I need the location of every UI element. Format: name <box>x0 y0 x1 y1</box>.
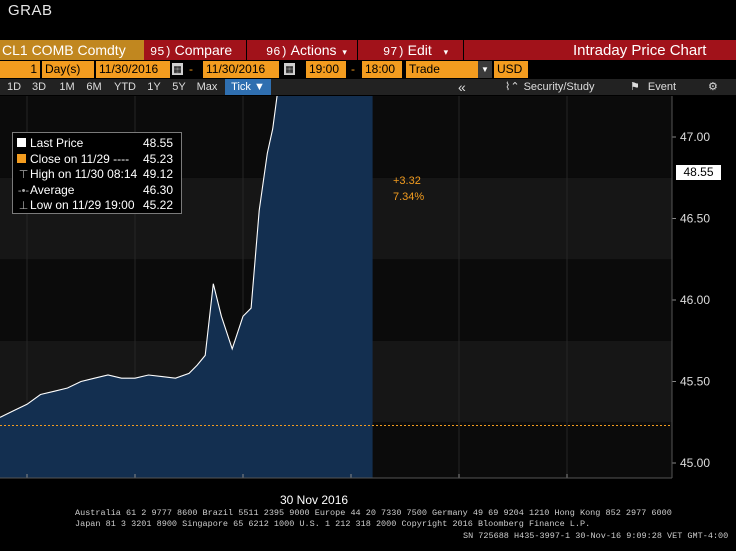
edit-button[interactable]: 97) Edit ▾ <box>383 40 448 60</box>
legend-row[interactable]: ⊤ High on 11/30 08:14 49.12 <box>17 166 179 182</box>
range-ytd[interactable]: YTD <box>114 81 136 93</box>
legend-value: 48.55 <box>142 136 173 150</box>
range-5y[interactable]: 5Y <box>172 81 186 93</box>
chart-type-title: Intraday Price Chart <box>573 42 707 59</box>
legend-label: Low on 11/29 19:00 <box>30 198 135 212</box>
legend-value: 46.30 <box>142 182 173 197</box>
event-label: Event <box>647 81 677 93</box>
study-icon: ⌇⌃ <box>505 81 520 93</box>
legend-label: Last Price <box>30 136 84 150</box>
toolbar-divider <box>357 40 358 60</box>
date-axis-label: 30 Nov 2016 <box>280 493 349 507</box>
date-range-dash: - <box>189 62 193 76</box>
legend-value: 49.12 <box>142 167 173 181</box>
footer-session-line: SN 725688 H435-3997-1 30-Nov-16 9:09:28 … <box>463 531 729 541</box>
end-time-input[interactable]: 18:00 <box>362 61 402 78</box>
actions-label: Actions <box>290 42 337 58</box>
actions-dropdown-icon: ▾ <box>342 47 347 57</box>
legend-value: 45.23 <box>142 151 173 166</box>
end-date-input[interactable]: 11/30/2016 <box>203 61 279 78</box>
window-title: GRAB <box>8 2 53 19</box>
legend-label: High on 11/30 08:14 <box>30 167 138 181</box>
change-percent: 7.34% <box>393 191 425 203</box>
range-6m[interactable]: 6M <box>86 81 102 93</box>
start-date-input[interactable]: 11/30/2016 <box>96 61 170 78</box>
high-marker-icon: ⊤ <box>18 169 29 181</box>
y-tick-label: 47.00 <box>680 130 710 144</box>
range-1y[interactable]: 1Y <box>147 81 161 93</box>
change-absolute: +3.32 <box>393 175 421 187</box>
period-unit-select[interactable]: Day(s) <box>42 61 94 78</box>
compare-number: 95) <box>150 45 172 59</box>
end-calendar-icon[interactable]: ▦ <box>284 63 295 75</box>
field-dropdown-icon[interactable]: ▼ <box>478 61 492 78</box>
range-1d[interactable]: 1D <box>6 81 22 93</box>
toolbar-divider <box>463 40 464 60</box>
legend-row[interactable]: -•-Average 46.30 <box>17 182 179 198</box>
time-range-dash: - <box>351 62 355 76</box>
y-axis: 45.0045.5046.0046.5047.0047.5048.0048.50… <box>671 96 710 478</box>
footer-contacts-line1: Australia 61 2 9777 8600 Brazil 5511 239… <box>75 508 672 518</box>
range-1m[interactable]: 1M <box>59 81 75 93</box>
price-line <box>0 96 278 418</box>
y-tick-label: 46.00 <box>680 293 710 307</box>
start-calendar-icon[interactable]: ▦ <box>172 63 183 75</box>
legend-row[interactable]: Close on 11/29 ---- 45.23 <box>17 151 179 167</box>
range-toolbar <box>0 79 736 95</box>
actions-number: 96) <box>266 45 288 59</box>
legend-value: 45.22 <box>142 198 173 212</box>
command-toolbar <box>0 40 736 60</box>
x-axis: 20:0000:0004:0008:0012:0016:00 <box>0 474 672 479</box>
compare-label: Compare <box>174 42 233 58</box>
field-select[interactable]: Trade <box>406 61 478 78</box>
currency-select[interactable]: USD <box>494 61 528 78</box>
y-tick-label: 46.50 <box>680 212 710 226</box>
actions-button[interactable]: 96) Actions ▾ <box>266 40 347 60</box>
range-max[interactable]: Max <box>196 81 218 93</box>
collapse-icon[interactable]: « <box>458 79 466 95</box>
compare-button[interactable]: 95) Compare <box>150 40 232 60</box>
settings-gear-icon[interactable]: ⚙ <box>708 81 718 93</box>
y-tick-label: 45.50 <box>680 375 710 389</box>
legend-swatch <box>17 138 26 147</box>
footer: Australia 61 2 9777 8600 Brazil 5511 239… <box>0 506 736 551</box>
edit-label: Edit <box>407 42 432 58</box>
edit-dropdown-icon: ▾ <box>443 47 449 57</box>
event-button[interactable]: ⚑ Event <box>630 79 676 95</box>
period-value-input[interactable]: 1 <box>0 61 40 78</box>
footer-contacts-line2: Japan 81 3 3201 8900 Singapore 65 6212 1… <box>75 519 591 529</box>
legend-row[interactable]: ⊥ Low on 11/29 19:00 45.22 <box>17 197 179 213</box>
tick-button[interactable]: Tick ▼ <box>225 79 271 95</box>
price-area <box>0 96 373 478</box>
legend-row[interactable]: Last Price 48.55 <box>17 135 179 151</box>
legend-label: Close on 11/29 ---- <box>30 151 130 166</box>
chart-legend[interactable]: Last Price 48.55 Close on 11/29 ---- 45.23 ⊤… <box>12 132 182 214</box>
security-input[interactable]: CL1 COMB Comdty <box>0 40 144 60</box>
start-time-input[interactable]: 19:00 <box>306 61 346 78</box>
toolbar-divider <box>246 40 247 60</box>
last-price-tag: 48.55 <box>676 165 721 180</box>
security-study-label: Security/Study <box>523 81 595 93</box>
avg-marker-icon: -•- <box>17 184 30 197</box>
legend-swatch <box>17 153 26 163</box>
y-tick-label: 45.00 <box>680 456 710 470</box>
security-study-button[interactable]: ⌇⌃ Security/Study <box>505 79 595 95</box>
edit-number: 97) <box>383 45 405 59</box>
flag-icon: ⚑ <box>630 81 640 93</box>
range-3d[interactable]: 3D <box>31 81 47 93</box>
legend-label: Average <box>30 182 75 197</box>
low-marker-icon: ⊥ <box>18 200 29 212</box>
